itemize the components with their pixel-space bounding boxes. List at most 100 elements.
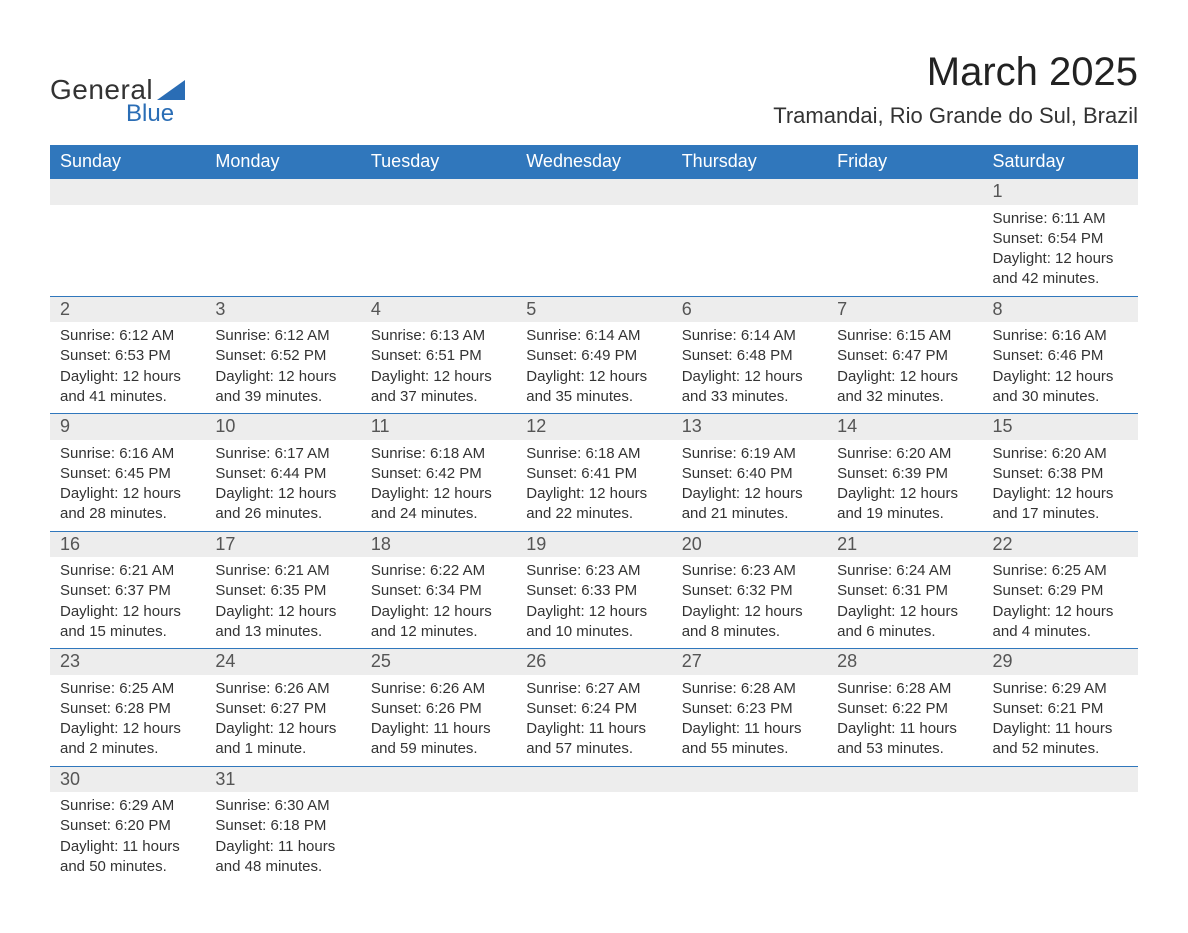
- day-detail-cell: Sunrise: 6:18 AMSunset: 6:42 PMDaylight:…: [361, 440, 516, 532]
- day-number: 12: [526, 416, 546, 436]
- day-header: Saturday: [983, 145, 1138, 179]
- day-number: 31: [215, 769, 235, 789]
- day-number-cell: 26: [516, 649, 671, 675]
- day-number-cell: [672, 179, 827, 205]
- day-number: 24: [215, 651, 235, 671]
- day-detail-cell: Sunrise: 6:28 AMSunset: 6:22 PMDaylight:…: [827, 675, 982, 767]
- day-number-cell: 13: [672, 414, 827, 440]
- sunset-text: Sunset: 6:42 PM: [371, 464, 506, 484]
- sunset-text: Sunset: 6:18 PM: [215, 816, 350, 836]
- day-number-cell: 25: [361, 649, 516, 675]
- day-number-cell: 19: [516, 531, 671, 557]
- day-number: 14: [837, 416, 857, 436]
- daylight-text: Daylight: 12 hours and 21 minutes.: [682, 484, 817, 525]
- daylight-text: Daylight: 12 hours and 22 minutes.: [526, 484, 661, 525]
- sunset-text: Sunset: 6:32 PM: [682, 581, 817, 601]
- sunrise-text: Sunrise: 6:23 AM: [526, 561, 661, 581]
- day-header: Thursday: [672, 145, 827, 179]
- sunset-text: Sunset: 6:44 PM: [215, 464, 350, 484]
- day-detail-cell: Sunrise: 6:17 AMSunset: 6:44 PMDaylight:…: [205, 440, 360, 532]
- daylight-text: Daylight: 12 hours and 2 minutes.: [60, 719, 195, 760]
- day-detail-cell: Sunrise: 6:23 AMSunset: 6:32 PMDaylight:…: [672, 557, 827, 649]
- day-number: 1: [993, 181, 1003, 201]
- calendar-daynum-row: 30 31: [50, 766, 1138, 792]
- day-number-cell: 7: [827, 296, 982, 322]
- day-detail-cell: Sunrise: 6:23 AMSunset: 6:33 PMDaylight:…: [516, 557, 671, 649]
- daylight-text: Daylight: 12 hours and 30 minutes.: [993, 367, 1128, 408]
- sunrise-text: Sunrise: 6:26 AM: [215, 679, 350, 699]
- day-number-cell: [205, 179, 360, 205]
- sunrise-text: Sunrise: 6:25 AM: [60, 679, 195, 699]
- day-detail-cell: Sunrise: 6:29 AMSunset: 6:20 PMDaylight:…: [50, 792, 205, 883]
- sunrise-text: Sunrise: 6:23 AM: [682, 561, 817, 581]
- daylight-text: Daylight: 12 hours and 1 minute.: [215, 719, 350, 760]
- logo-triangle-icon: [157, 80, 185, 100]
- sunrise-text: Sunrise: 6:18 AM: [371, 444, 506, 464]
- sunrise-text: Sunrise: 6:28 AM: [837, 679, 972, 699]
- day-number-cell: 4: [361, 296, 516, 322]
- day-number-cell: 24: [205, 649, 360, 675]
- sunrise-text: Sunrise: 6:14 AM: [682, 326, 817, 346]
- title-block: March 2025 Tramandai, Rio Grande do Sul,…: [773, 50, 1138, 129]
- day-number: 9: [60, 416, 70, 436]
- day-detail-cell: Sunrise: 6:22 AMSunset: 6:34 PMDaylight:…: [361, 557, 516, 649]
- calendar-daynum-row: 2345678: [50, 296, 1138, 322]
- daylight-text: Daylight: 12 hours and 17 minutes.: [993, 484, 1128, 525]
- day-number: 23: [60, 651, 80, 671]
- sunset-text: Sunset: 6:37 PM: [60, 581, 195, 601]
- day-detail-cell: Sunrise: 6:21 AMSunset: 6:37 PMDaylight:…: [50, 557, 205, 649]
- day-number-cell: 6: [672, 296, 827, 322]
- day-number-cell: 1: [983, 179, 1138, 205]
- day-number-cell: 11: [361, 414, 516, 440]
- sunrise-text: Sunrise: 6:17 AM: [215, 444, 350, 464]
- day-number-cell: 12: [516, 414, 671, 440]
- daylight-text: Daylight: 12 hours and 37 minutes.: [371, 367, 506, 408]
- daylight-text: Daylight: 12 hours and 26 minutes.: [215, 484, 350, 525]
- daylight-text: Daylight: 11 hours and 52 minutes.: [993, 719, 1128, 760]
- calendar-detail-row: Sunrise: 6:11 AMSunset: 6:54 PMDaylight:…: [50, 205, 1138, 297]
- sunrise-text: Sunrise: 6:27 AM: [526, 679, 661, 699]
- daylight-text: Daylight: 12 hours and 28 minutes.: [60, 484, 195, 525]
- day-detail-cell: [361, 205, 516, 297]
- sunset-text: Sunset: 6:29 PM: [993, 581, 1128, 601]
- page-location: Tramandai, Rio Grande do Sul, Brazil: [773, 103, 1138, 129]
- day-number-cell: 30: [50, 766, 205, 792]
- day-number: 3: [215, 299, 225, 319]
- day-number: 2: [60, 299, 70, 319]
- day-detail-cell: Sunrise: 6:14 AMSunset: 6:48 PMDaylight:…: [672, 322, 827, 414]
- day-number: 8: [993, 299, 1003, 319]
- sunset-text: Sunset: 6:24 PM: [526, 699, 661, 719]
- sunset-text: Sunset: 6:54 PM: [993, 229, 1128, 249]
- day-number-cell: 28: [827, 649, 982, 675]
- sunrise-text: Sunrise: 6:29 AM: [60, 796, 195, 816]
- day-number-cell: 17: [205, 531, 360, 557]
- day-detail-cell: Sunrise: 6:14 AMSunset: 6:49 PMDaylight:…: [516, 322, 671, 414]
- sunrise-text: Sunrise: 6:20 AM: [837, 444, 972, 464]
- day-detail-cell: Sunrise: 6:15 AMSunset: 6:47 PMDaylight:…: [827, 322, 982, 414]
- daylight-text: Daylight: 11 hours and 57 minutes.: [526, 719, 661, 760]
- day-detail-cell: Sunrise: 6:20 AMSunset: 6:38 PMDaylight:…: [983, 440, 1138, 532]
- day-detail-cell: Sunrise: 6:16 AMSunset: 6:45 PMDaylight:…: [50, 440, 205, 532]
- day-detail-cell: Sunrise: 6:19 AMSunset: 6:40 PMDaylight:…: [672, 440, 827, 532]
- day-number-cell: [983, 766, 1138, 792]
- daylight-text: Daylight: 12 hours and 41 minutes.: [60, 367, 195, 408]
- day-number-cell: [827, 179, 982, 205]
- daylight-text: Daylight: 11 hours and 59 minutes.: [371, 719, 506, 760]
- day-detail-cell: Sunrise: 6:26 AMSunset: 6:26 PMDaylight:…: [361, 675, 516, 767]
- daylight-text: Daylight: 12 hours and 15 minutes.: [60, 602, 195, 643]
- page-title: March 2025: [773, 50, 1138, 95]
- day-number-cell: [50, 179, 205, 205]
- day-number-cell: [361, 179, 516, 205]
- sunrise-text: Sunrise: 6:24 AM: [837, 561, 972, 581]
- day-number: 25: [371, 651, 391, 671]
- sunset-text: Sunset: 6:34 PM: [371, 581, 506, 601]
- daylight-text: Daylight: 12 hours and 19 minutes.: [837, 484, 972, 525]
- day-number: 26: [526, 651, 546, 671]
- day-detail-cell: Sunrise: 6:28 AMSunset: 6:23 PMDaylight:…: [672, 675, 827, 767]
- calendar-detail-row: Sunrise: 6:29 AMSunset: 6:20 PMDaylight:…: [50, 792, 1138, 883]
- day-detail-cell: Sunrise: 6:12 AMSunset: 6:53 PMDaylight:…: [50, 322, 205, 414]
- day-header: Monday: [205, 145, 360, 179]
- daylight-text: Daylight: 12 hours and 4 minutes.: [993, 602, 1128, 643]
- sunset-text: Sunset: 6:53 PM: [60, 346, 195, 366]
- sunrise-text: Sunrise: 6:22 AM: [371, 561, 506, 581]
